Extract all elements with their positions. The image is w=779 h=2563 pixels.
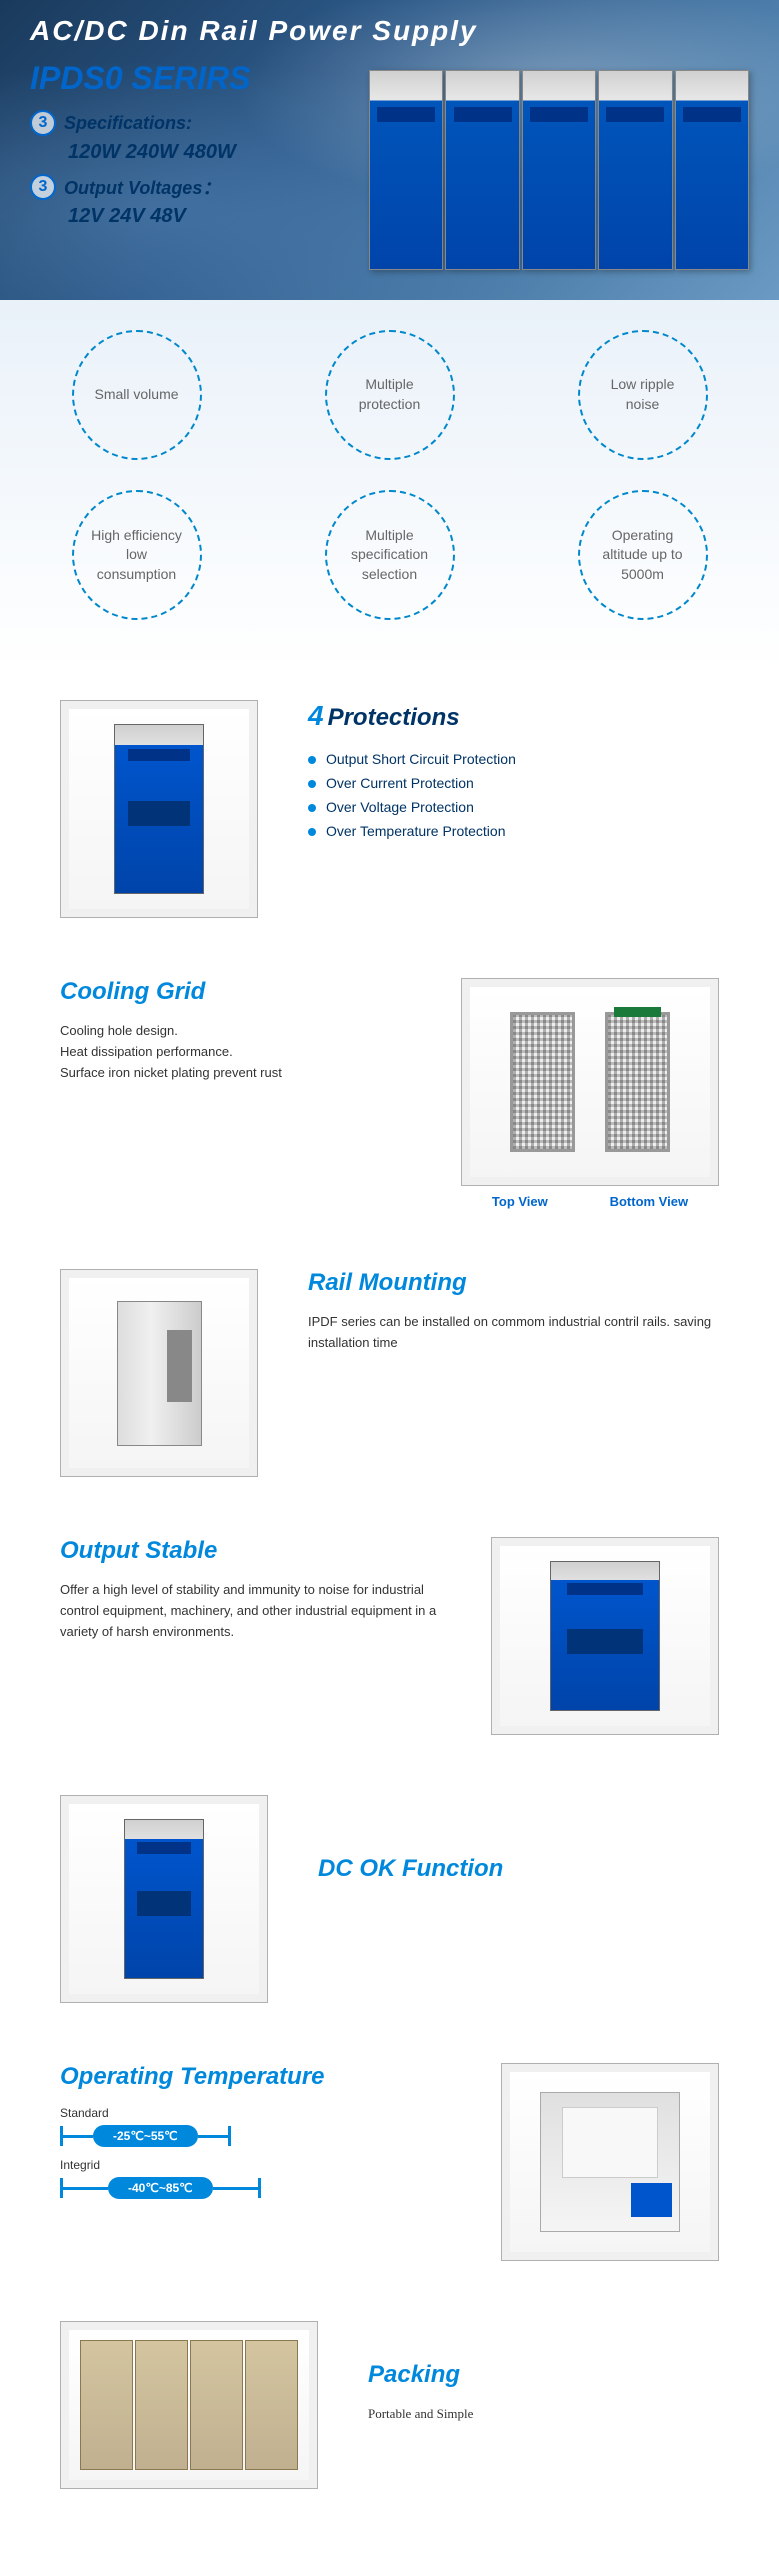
dcok-section: DC OK Function [0,1765,779,2033]
dcok-image [60,1795,268,2003]
protections-image [60,700,258,918]
packing-title: Packing [368,2361,719,2389]
volt-values: 12V 24V 48V [68,205,236,228]
rail-image [60,1269,258,1477]
feature-item: Multiple specification selection [325,490,455,620]
series-name: IPDS0 SERIRS [30,60,251,97]
output-body: Offer a high level of stability and immu… [60,1580,441,1642]
bottom-view-label: Bottom View [610,1194,689,1209]
temp-std-label: Standard [60,2106,441,2120]
output-section: Output Stable Offer a high level of stab… [0,1507,779,1765]
temp-int-label: Integrid [60,2158,441,2172]
dcok-title: DC OK Function [318,1855,719,1883]
packing-section: Packing Portable and Simple [0,2291,779,2519]
temperature-section: Operating Temperature Standard -25℃~55℃ … [0,2033,779,2291]
cooling-image [461,978,719,1186]
spec-badge: 3 [30,110,56,136]
feature-item: Operating altitude up to 5000m [578,490,708,620]
rail-body: IPDF series can be installed on commom i… [308,1312,719,1354]
feature-item: Low ripple noise [578,330,708,460]
protections-list: Output Short Circuit Protection Over Cur… [308,747,719,843]
rail-section: Rail Mounting IPDF series can be install… [0,1239,779,1507]
list-item: Over Current Protection [308,771,719,795]
feature-item: Small volume [72,330,202,460]
output-image [491,1537,719,1735]
view-labels: Top View Bottom View [461,1194,719,1209]
volt-label: Output Voltages： [64,174,220,200]
list-item: Over Temperature Protection [308,819,719,843]
packing-image [60,2321,318,2489]
list-item: Over Voltage Protection [308,795,719,819]
page-title: AC/DC Din Rail Power Supply [30,15,478,47]
rail-title: Rail Mounting [308,1269,719,1297]
temp-int-bar: -40℃~85℃ [60,2176,441,2200]
volt-badge: 3 [30,174,56,200]
temp-title: Operating Temperature [60,2063,441,2091]
feature-item: Multiple protection [325,330,455,460]
spec-label: Specifications: [64,113,192,134]
hero-banner: AC/DC Din Rail Power Supply IPDS0 SERIRS… [0,0,779,300]
hero-product-image [369,70,749,270]
temp-image [501,2063,719,2261]
cooling-body: Cooling hole design. Heat dissipation pe… [60,1021,411,1083]
temp-std-bar: -25℃~55℃ [60,2124,441,2148]
protections-section: 4Protections Output Short Circuit Protec… [0,670,779,948]
output-title: Output Stable [60,1537,441,1565]
feature-item: High efficiency low consumption [72,490,202,620]
top-view-label: Top View [492,1194,548,1209]
hero-specs: 3 Specifications: 120W 240W 480W 3 Outpu… [30,110,236,238]
spec-values: 120W 240W 480W [68,141,236,164]
cooling-section: Cooling Grid Cooling hole design. Heat d… [0,948,779,1239]
packing-body: Portable and Simple [368,2404,719,2425]
features-grid: Small volume Multiple protection Low rip… [0,300,779,670]
cooling-title: Cooling Grid [60,978,411,1006]
protections-title: 4Protections [308,700,719,732]
list-item: Output Short Circuit Protection [308,747,719,771]
